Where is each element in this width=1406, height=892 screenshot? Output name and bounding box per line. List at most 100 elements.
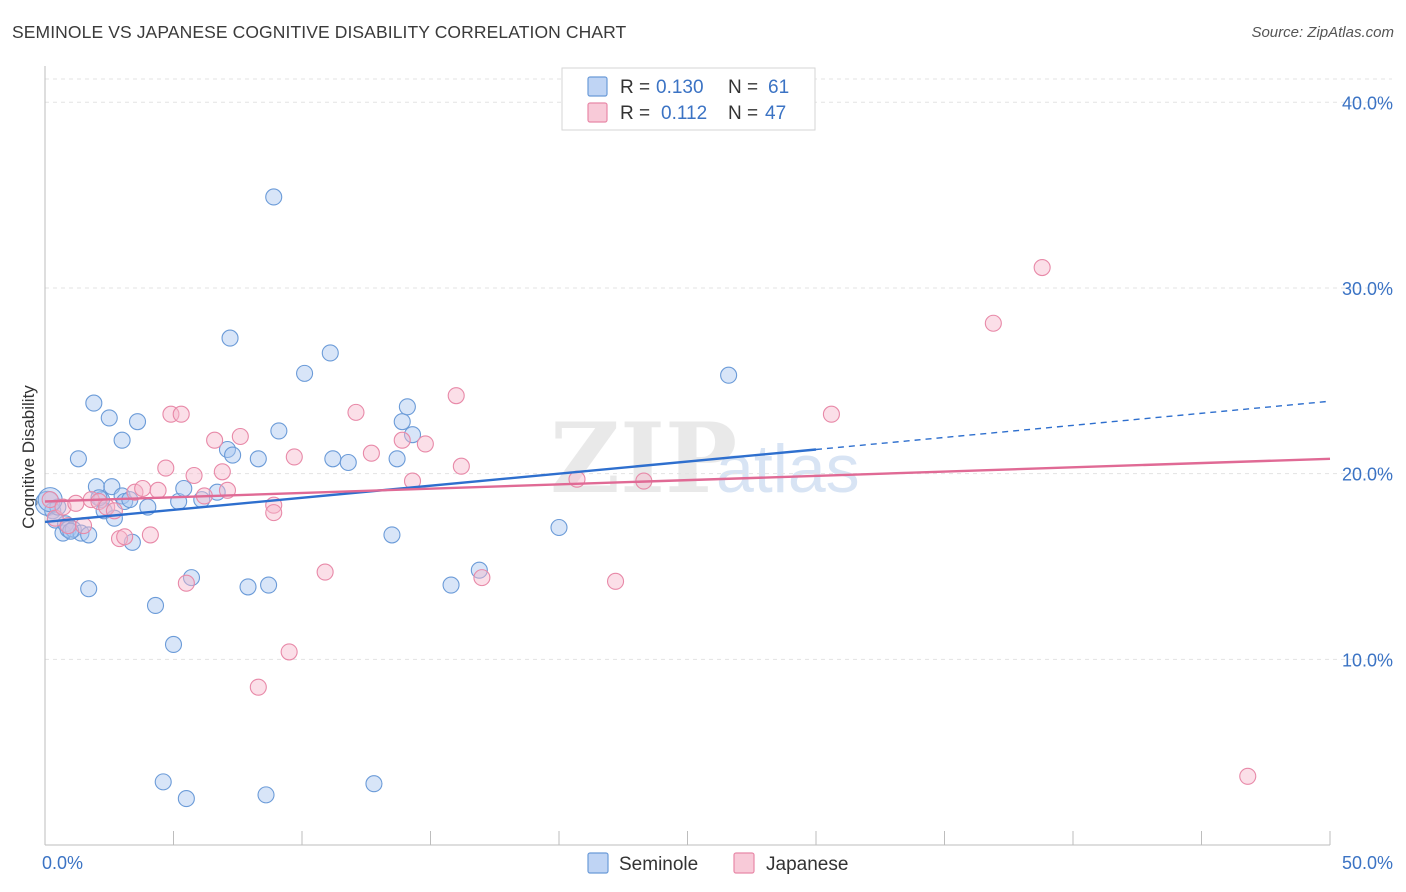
- trend-line-seminole: [44, 448, 817, 524]
- legend-n-label: N =: [728, 77, 758, 98]
- japanese-point: [280, 643, 298, 661]
- seminole-point: [221, 329, 239, 347]
- seminole-point: [393, 413, 411, 431]
- seminole-point: [100, 409, 118, 427]
- seminole-point: [398, 398, 416, 416]
- y-tick-label: 10.0%: [1342, 650, 1393, 670]
- seminole-point: [80, 580, 98, 598]
- japanese-point: [393, 431, 411, 449]
- seminole-point: [550, 518, 568, 537]
- seminole-point: [265, 188, 283, 206]
- seminole-point: [260, 576, 278, 594]
- x-tick-label-max: 50.0%: [1342, 853, 1393, 873]
- japanese-point: [285, 448, 303, 466]
- japanese-point: [172, 405, 190, 423]
- x-tick-labels: 0.0% 50.0%: [42, 853, 1393, 873]
- seminole-point: [113, 431, 131, 449]
- seminole-point: [321, 344, 339, 362]
- japanese-point: [67, 494, 85, 512]
- legend-n-value: 47: [765, 103, 786, 124]
- y-axis-label: Cognitive Disability: [19, 385, 38, 529]
- seminole-point: [720, 366, 738, 384]
- bottom-legend-label-seminole: Seminole: [619, 854, 698, 875]
- japanese-point: [1239, 767, 1257, 785]
- legend-r-value: 0.112: [661, 103, 707, 124]
- japanese-point: [59, 517, 77, 535]
- seminole-point: [403, 426, 422, 444]
- seminole-point: [324, 450, 342, 468]
- seminole-point: [85, 394, 103, 412]
- seminole-point: [146, 596, 165, 615]
- seminole-point: [154, 773, 172, 791]
- seminole-point: [270, 422, 288, 440]
- japanese-point: [141, 526, 159, 544]
- japanese-point: [447, 387, 465, 405]
- japanese-point: [249, 678, 267, 696]
- bottom-legend-swatch-seminole: [587, 852, 609, 874]
- japanese-point: [822, 405, 840, 423]
- axes: [44, 66, 1331, 846]
- japanese-point: [134, 479, 152, 498]
- japanese-point: [213, 463, 231, 481]
- japanese-point: [116, 528, 134, 546]
- seminole-point: [80, 526, 98, 544]
- legend-r-value: 0.130: [656, 77, 704, 98]
- x-tick-label-min: 0.0%: [42, 853, 83, 873]
- bottom-legend: Seminole Japanese: [587, 852, 848, 875]
- seminole-point: [257, 786, 275, 804]
- japanese-point: [606, 572, 625, 590]
- seminole-point: [164, 635, 183, 654]
- seminole-point: [296, 364, 314, 382]
- seminole-point: [128, 413, 147, 431]
- japanese-point: [231, 427, 249, 446]
- seminole-point: [69, 450, 87, 468]
- seminole-point: [442, 576, 460, 594]
- japanese-point: [206, 431, 224, 449]
- japanese-point: [316, 563, 334, 581]
- legend-row-seminole: R = 0.130 N = 61: [587, 76, 789, 98]
- japanese-point: [54, 498, 72, 516]
- watermark-zip: ZIP: [550, 402, 737, 515]
- japanese-point: [126, 483, 144, 501]
- seminole-point: [383, 526, 401, 544]
- trend-line-japanese: [44, 457, 1331, 503]
- y-tick-label: 20.0%: [1342, 465, 1393, 485]
- grid-lines: [45, 78, 1392, 660]
- bottom-legend-label-japanese: Japanese: [766, 854, 848, 875]
- legend-n-label: N =: [728, 103, 758, 124]
- japanese-point: [177, 574, 195, 592]
- seminole-point: [339, 453, 357, 472]
- legend-r-label: R =: [620, 77, 650, 98]
- japanese-point: [473, 569, 491, 587]
- y-tick-labels: 10.0% 20.0% 30.0% 40.0%: [1342, 93, 1393, 670]
- seminole-point: [87, 478, 105, 496]
- chart-title: SEMINOLE VS JAPANESE COGNITIVE DISABILIT…: [12, 22, 627, 42]
- legend-box: R = 0.130 N = 61 R = 0.112 N = 47: [561, 67, 816, 131]
- seminole-point: [365, 775, 383, 793]
- seminole-point: [249, 450, 267, 468]
- legend-r-label: R =: [620, 103, 650, 124]
- japanese-point: [984, 314, 1002, 332]
- legend-row-japanese: R = 0.112 N = 47: [587, 102, 786, 124]
- y-tick-label: 40.0%: [1342, 93, 1393, 113]
- source-label: Source: ZipAtlas.com: [1251, 24, 1394, 41]
- trend-line-seminole-extension: [815, 400, 1331, 451]
- y-tick-label: 30.0%: [1342, 279, 1393, 299]
- legend-n-value: 61: [768, 77, 789, 98]
- japanese-point: [162, 405, 180, 423]
- japanese-point: [347, 403, 365, 421]
- legend-swatch-japanese: [587, 102, 608, 123]
- trend-lines: [44, 400, 1331, 524]
- seminole-point: [177, 790, 195, 808]
- japanese-point: [362, 444, 380, 462]
- japanese-point: [1033, 258, 1051, 277]
- watermark-atlas: atlas: [716, 431, 860, 507]
- japanese-point: [185, 466, 203, 485]
- japanese-point: [416, 435, 434, 453]
- seminole-point: [239, 578, 257, 596]
- japanese-point: [452, 457, 470, 475]
- japanese-point: [75, 517, 93, 535]
- japanese-point: [265, 504, 283, 522]
- seminole-point: [224, 446, 242, 464]
